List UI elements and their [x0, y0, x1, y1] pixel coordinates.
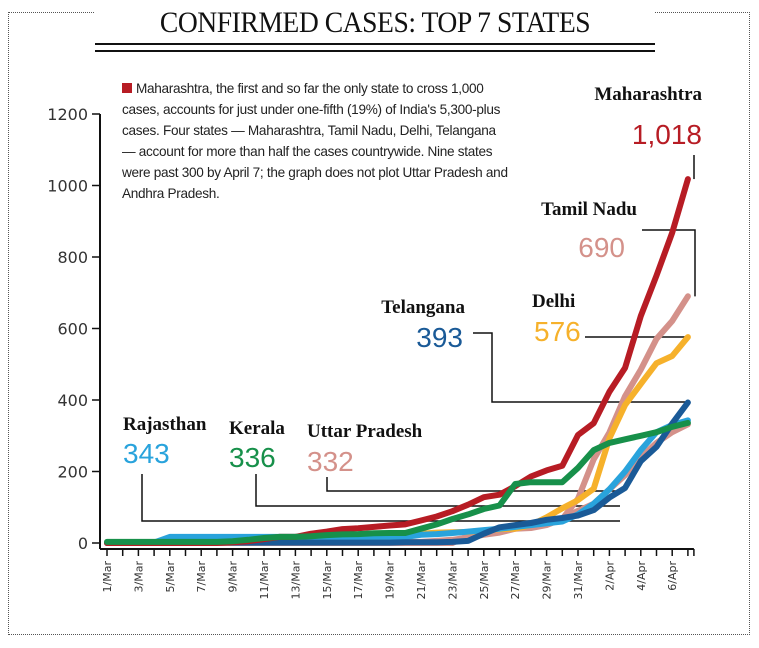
y-tick-label: 600	[57, 320, 88, 339]
chart-title: CONFIRMED CASES: TOP 7 STATES	[159, 6, 591, 39]
x-tick-label: 21/Mar	[415, 561, 428, 600]
x-tick-label: 11/Mar	[258, 561, 271, 600]
x-tick-label: 5/Mar	[164, 561, 177, 593]
series-lines	[104, 176, 691, 546]
series-name-telangana: Telangana	[381, 297, 465, 318]
x-tick-label: 23/Mar	[446, 561, 459, 600]
title-rule-top	[95, 43, 655, 45]
connector-rajasthan	[141, 474, 620, 522]
series-name-maharashtra: Maharashtra	[594, 84, 702, 105]
x-tick-label: 7/Mar	[195, 561, 208, 593]
x-tick-label: 27/Mar	[509, 561, 522, 600]
series-value-rajasthan: 343	[123, 438, 170, 469]
y-tick-label: 0	[78, 534, 88, 553]
connector-tamil-nadu	[642, 229, 696, 297]
series-line-rajasthan	[104, 417, 691, 546]
connector-uttar-pradesh	[326, 477, 620, 492]
x-tick-label: 4/Apr	[635, 561, 648, 591]
series-labels: Maharashtra 1,018 Tamil Nadu 690 Delhi 576 Tel…	[123, 84, 702, 477]
x-tick-label: 29/Mar	[541, 561, 554, 600]
title-rule-bottom	[95, 50, 655, 52]
series-value-delhi: 576	[534, 316, 581, 347]
x-tick-label: 15/Mar	[321, 561, 334, 600]
y-tick-label: 800	[57, 248, 88, 267]
series-value-maharashtra: 1,018	[632, 119, 702, 150]
y-tick-label: 1200	[47, 105, 88, 124]
x-tick-label: 19/Mar	[384, 561, 397, 600]
y-tick-label: 1000	[47, 177, 88, 196]
connector-telangana	[473, 332, 688, 403]
x-tick-label: 31/Mar	[572, 561, 585, 600]
note-text: Maharashtra, the first and so far the on…	[122, 81, 508, 201]
x-tick-label: 6/Apr	[666, 561, 679, 591]
y-tick-label: 400	[57, 391, 88, 410]
title-block: CONFIRMED CASES: TOP 7 STATES	[95, 0, 655, 60]
x-tick-label: 2/Apr	[603, 561, 616, 591]
series-line-kerala	[104, 419, 691, 545]
y-tick-label: 200	[57, 463, 88, 482]
annotation-note: Maharashtra, the first and so far the on…	[122, 78, 512, 204]
x-tick-label: 17/Mar	[352, 561, 365, 600]
series-name-uttar-pradesh: Uttar Pradesh	[307, 421, 423, 442]
series-value-telangana: 393	[416, 322, 463, 353]
x-tick-label: 25/Mar	[478, 561, 491, 600]
series-name-delhi: Delhi	[532, 291, 575, 312]
x-tick-label: 9/Mar	[227, 561, 240, 593]
x-tick-label: 1/Mar	[101, 561, 114, 593]
series-name-rajasthan: Rajasthan	[123, 414, 207, 435]
axes: 0 200 400 600 800 1000 1200 1/Mar 3/Mar 5/Mar 7/Ma…	[47, 105, 695, 600]
x-tick-label: 3/Mar	[132, 561, 145, 593]
x-tick-label: 13/Mar	[289, 561, 302, 600]
series-value-kerala: 336	[229, 442, 276, 473]
note-bullet-icon	[122, 83, 132, 93]
series-value-tamil-nadu: 690	[578, 232, 625, 263]
series-name-kerala: Kerala	[229, 418, 285, 439]
series-value-uttar-pradesh: 332	[307, 446, 354, 477]
series-name-tamil-nadu: Tamil Nadu	[541, 199, 637, 220]
